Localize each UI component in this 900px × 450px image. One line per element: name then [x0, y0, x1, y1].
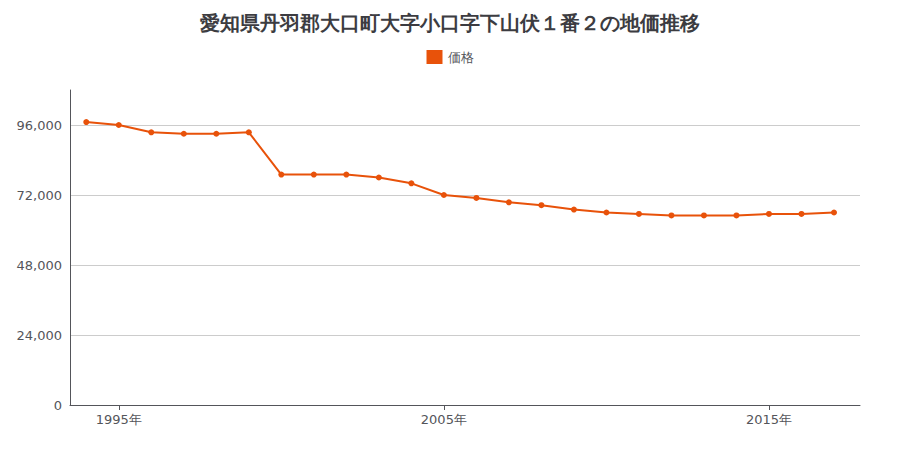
svg-text:2015年: 2015年 — [746, 412, 792, 427]
svg-text:96,000: 96,000 — [17, 118, 63, 133]
svg-text:48,000: 48,000 — [17, 258, 63, 273]
svg-text:2005年: 2005年 — [421, 412, 467, 427]
svg-text:72,000: 72,000 — [17, 188, 63, 203]
svg-text:愛知県丹羽郡大口町大字小口字下山伏１番２の地価推移: 愛知県丹羽郡大口町大字小口字下山伏１番２の地価推移 — [200, 11, 700, 35]
svg-text:24,000: 24,000 — [17, 328, 63, 343]
svg-text:1995年: 1995年 — [96, 412, 142, 427]
svg-text:価格: 価格 — [448, 50, 474, 65]
svg-text:0: 0 — [54, 398, 62, 413]
